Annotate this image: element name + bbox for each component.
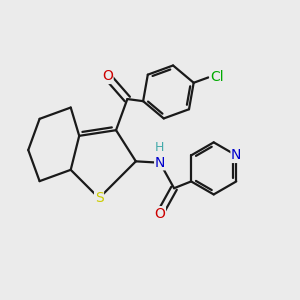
- Text: O: O: [102, 69, 113, 83]
- Text: N: N: [231, 148, 242, 162]
- Text: O: O: [154, 207, 165, 221]
- Text: N: N: [155, 156, 165, 170]
- Text: Cl: Cl: [210, 70, 224, 84]
- Text: S: S: [95, 191, 103, 205]
- Text: H: H: [155, 141, 165, 154]
